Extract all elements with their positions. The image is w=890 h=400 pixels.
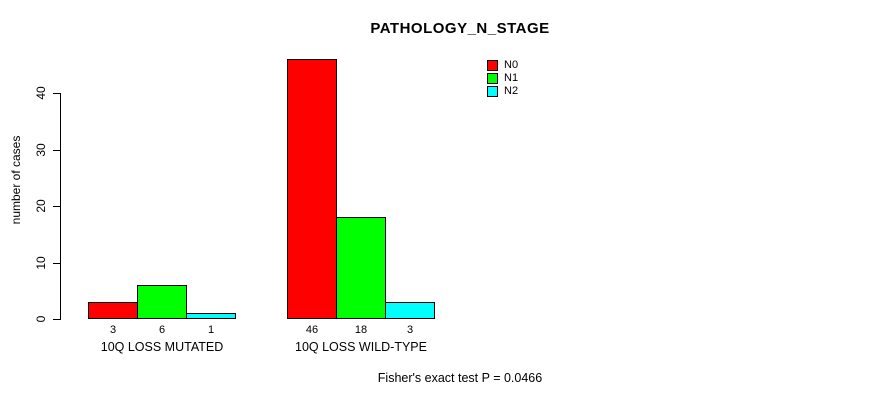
y-tick-mark — [53, 206, 60, 207]
bar-value-label: 18 — [354, 324, 368, 336]
bar-value-label: 6 — [158, 324, 166, 336]
y-tick-mark — [53, 263, 60, 264]
bar — [336, 217, 386, 319]
y-axis-line — [60, 93, 61, 320]
bar-value-label: 46 — [305, 324, 319, 336]
bar — [186, 313, 236, 319]
legend-label: N1 — [504, 72, 519, 84]
y-tick-label: 10 — [34, 256, 48, 270]
bar-value-label: 1 — [207, 324, 215, 336]
y-tick-label: 30 — [34, 143, 48, 157]
legend-row: N2 — [487, 85, 518, 98]
legend-row: N1 — [487, 72, 518, 85]
y-tick-mark — [53, 93, 60, 94]
y-tick-label: 20 — [34, 199, 48, 213]
y-tick-label: 40 — [34, 86, 48, 100]
bar-value-label: 3 — [109, 324, 117, 336]
bar — [385, 302, 435, 319]
legend-swatch — [487, 60, 498, 71]
y-tick-label: 0 — [34, 315, 48, 323]
legend: N0 N1 N2 — [487, 59, 518, 98]
bar — [287, 59, 337, 319]
category-label: 10Q LOSS WILD-TYPE — [295, 340, 427, 354]
y-tick-mark — [53, 150, 60, 151]
bar — [88, 302, 138, 319]
legend-label: N0 — [504, 59, 519, 71]
bar-value-label: 3 — [406, 324, 414, 336]
y-tick-mark — [53, 319, 60, 320]
chart-title: PATHOLOGY_N_STAGE — [370, 20, 550, 37]
legend-swatch — [487, 73, 498, 84]
category-label: 10Q LOSS MUTATED — [100, 340, 224, 354]
legend-swatch — [487, 86, 498, 97]
stat-annotation: Fisher's exact test P = 0.0466 — [377, 371, 543, 385]
legend-label: N2 — [504, 85, 519, 97]
legend-row: N0 — [487, 59, 518, 72]
bar — [137, 285, 187, 319]
